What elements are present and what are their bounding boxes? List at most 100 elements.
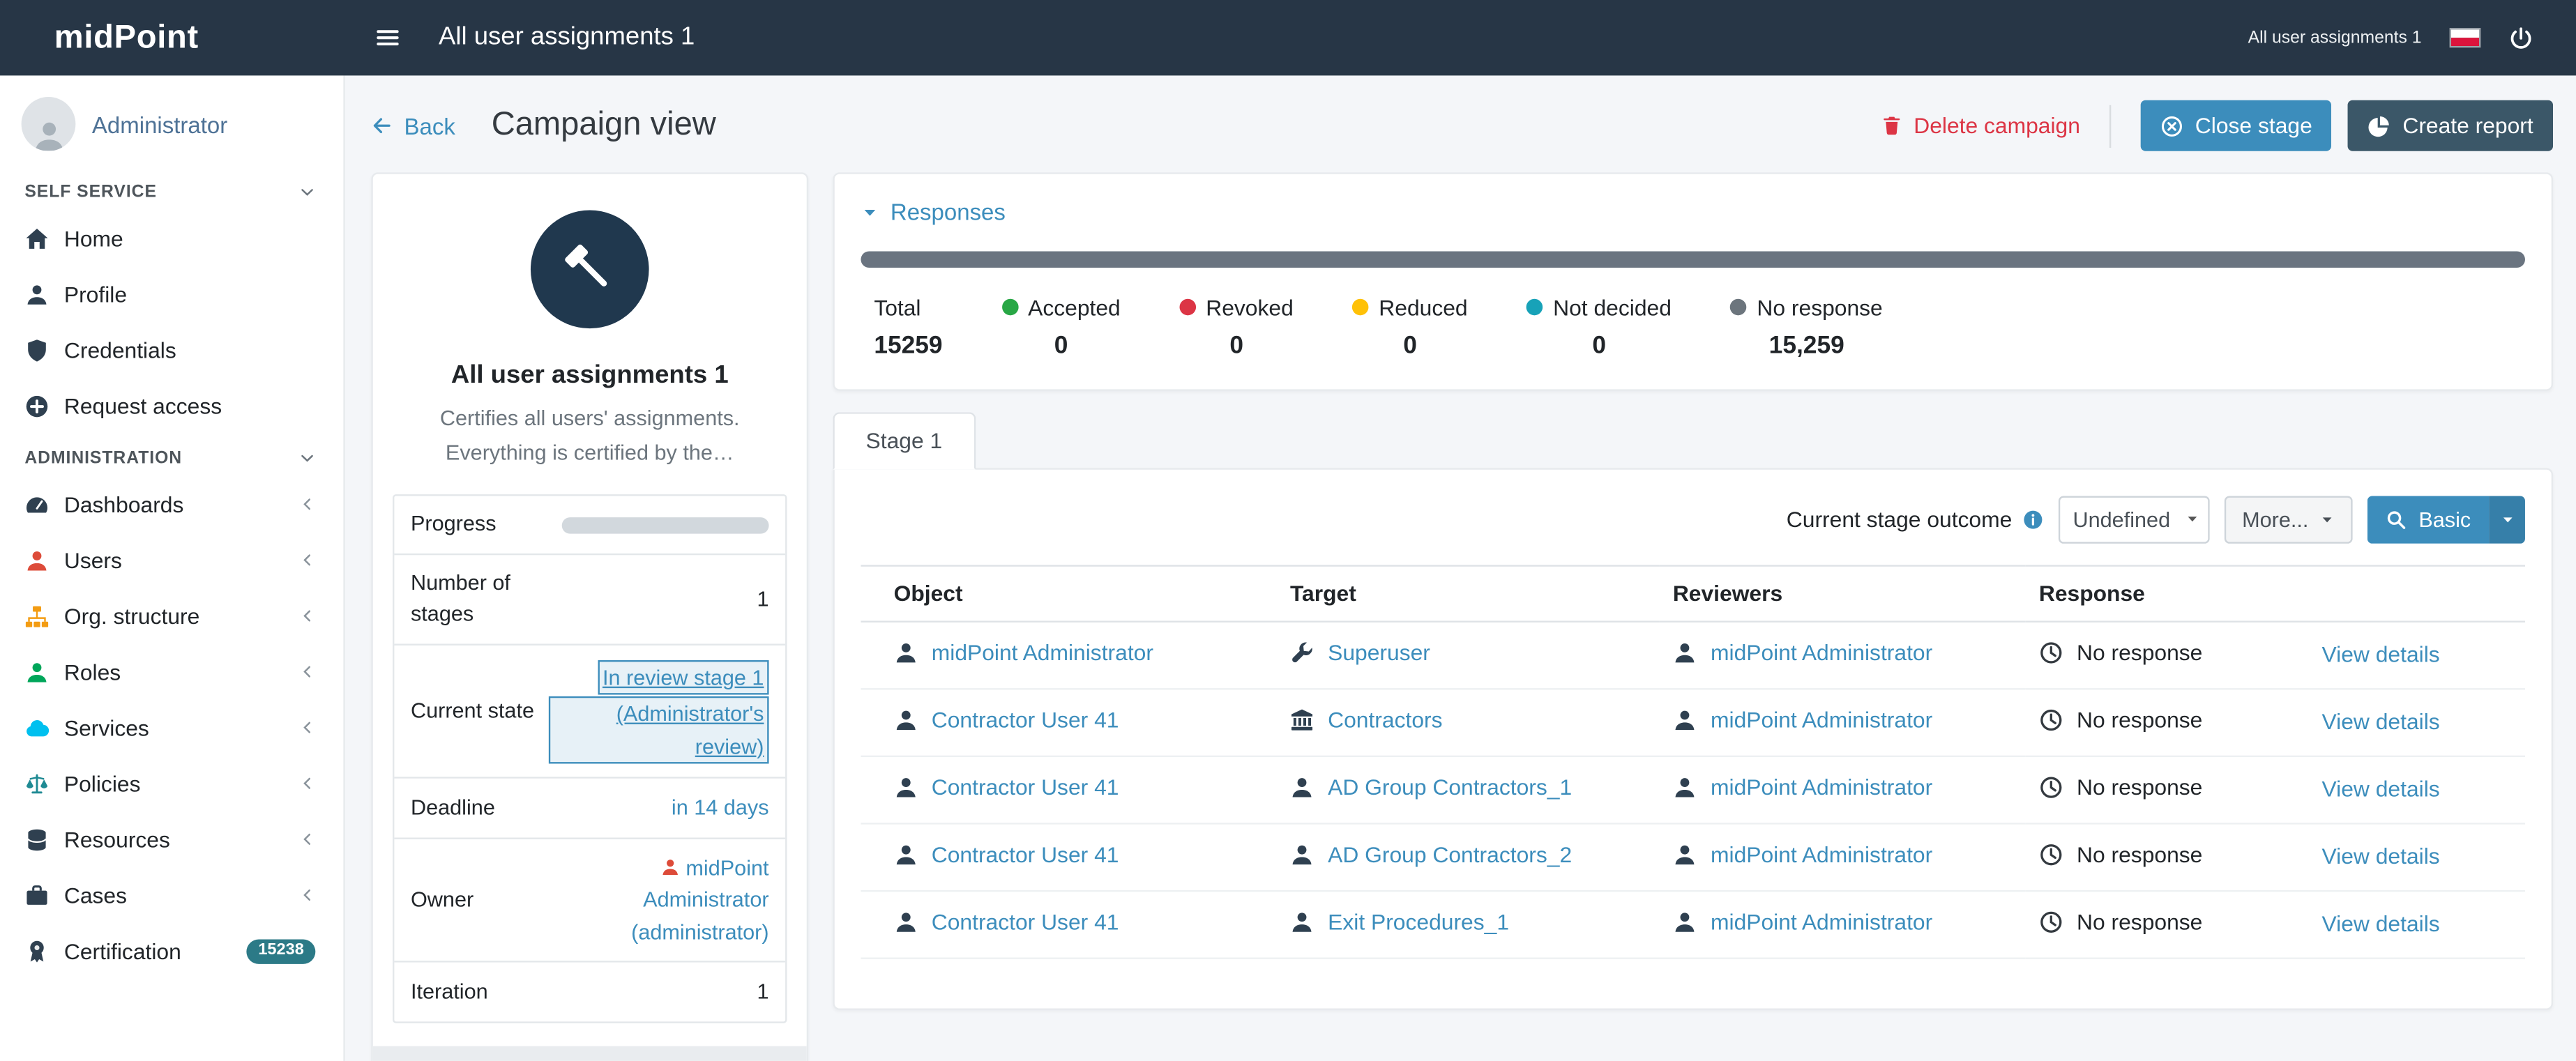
reviewer-link[interactable]: midPoint Administrator [1711,774,1933,800]
stat-value: 15,259 [1768,330,1844,359]
hamburger-menu-button[interactable] [345,24,424,51]
response-text: No response [2077,774,2203,800]
sidebar-item-request-access[interactable]: Request access [0,378,343,434]
sidebar-item-org-structure[interactable]: Org. structure [0,588,343,643]
create-report-label: Create report [2402,113,2533,138]
info-icon[interactable] [2022,508,2043,530]
target-link[interactable]: AD Group Contractors_1 [1328,774,1573,800]
clock-icon [2039,640,2063,664]
logout-button[interactable] [2508,26,2533,50]
sidebar-item-policies[interactable]: Policies [0,756,343,811]
avatar-user-icon [31,119,67,151]
chart-pie-icon [2368,114,2391,137]
object-link[interactable]: Contractor User 41 [931,908,1119,934]
clock-icon [2039,774,2063,799]
header-actions: Delete campaign Close stage Create repor… [1881,100,2554,151]
current-state-link[interactable]: In review stage 1 [597,659,769,696]
flag-red-stripe [2450,38,2480,46]
target-link[interactable]: Contractors [1328,707,1443,732]
tab-stage-1[interactable]: Stage 1 [833,411,976,469]
target-link[interactable]: Superuser [1328,639,1430,664]
detail-label: Deadline [410,794,495,819]
basic-search-button[interactable]: Basic [2367,495,2490,543]
sidebar-item-roles[interactable]: Roles [0,644,343,700]
response-text: No response [2077,707,2203,732]
target-link[interactable]: AD Group Contractors_2 [1328,841,1573,867]
view-details-link[interactable]: View details [2321,777,2440,802]
search-split-button: Basic [2367,495,2525,543]
view-details-link[interactable]: View details [2321,709,2440,735]
reviewer-link[interactable]: midPoint Administrator [1711,707,1933,732]
current-state-link[interactable]: (Administrator's review) [548,696,769,765]
avatar [21,96,76,151]
sidebar-item-certification[interactable]: Certification 15238 [0,923,343,979]
table-row: Contractor User 41 Contractors midPoint Ad… [861,688,2525,756]
object-link[interactable]: midPoint Administrator [931,639,1153,664]
sidebar-item-label: Home [63,225,123,251]
responses-title: Responses [890,199,1006,225]
page-header: Back Campaign view Delete campaign Close… [345,75,2576,172]
responses-collapse-toggle[interactable]: Responses [861,199,1006,225]
sidebar-item-credentials[interactable]: Credentials [0,322,343,378]
view-details-link[interactable]: View details [2321,642,2440,667]
power-icon [2508,26,2533,50]
bank-icon [1290,707,1314,731]
midpoint-logo[interactable]: midPoint [0,19,345,56]
chevron-left-icon [299,775,316,792]
sidebar: Administrator SELF SERVICE Home Profile Cre… [0,75,345,1061]
outcome-select[interactable]: Undefined [2058,495,2210,543]
user-icon [894,707,918,731]
detail-value-cell: in 14 days [549,792,769,824]
delete-campaign-button[interactable]: Delete campaign [1881,114,2080,138]
detail-value-cell: 1 [549,583,769,616]
sidebar-section-administration[interactable]: ADMINISTRATION [0,434,343,476]
reviewer-link[interactable]: midPoint Administrator [1711,841,1933,867]
sidebar-item-home[interactable]: Home [0,211,343,266]
sidebar-item-resources[interactable]: Resources [0,811,343,867]
back-label: Back [404,112,455,139]
chevron-down-icon [299,184,316,201]
response-text: No response [2077,841,2203,867]
object-link[interactable]: Contractor User 41 [931,774,1119,800]
view-details-link[interactable]: View details [2321,911,2440,936]
user-icon [894,774,918,799]
table-row: midPoint Administrator Superuser midPoint … [861,620,2525,689]
reviewer-link[interactable]: midPoint Administrator [1711,908,1933,934]
sidebar-item-dashboards[interactable]: Dashboards [0,476,343,532]
user-icon [1673,909,1697,933]
more-button[interactable]: More... [2224,495,2354,543]
sidebar-section-self-service[interactable]: SELF SERVICE [0,167,343,210]
search-dropdown-toggle[interactable] [2489,495,2525,543]
detail-label: Current state [410,697,535,722]
owner-link[interactable]: midPoint Administrator (administrator) [631,855,769,945]
language-flag[interactable] [2449,28,2481,48]
view-details-link[interactable]: View details [2321,844,2440,869]
detail-link[interactable]: in 14 days [671,795,769,820]
target-link[interactable]: Exit Procedures_1 [1328,908,1510,934]
close-stage-button[interactable]: Close stage [2141,100,2333,151]
home-icon [24,226,49,250]
close-stage-label: Close stage [2195,113,2312,138]
campaign-menu-responses[interactable]: Responses [372,1047,807,1061]
detail-value: 1 [757,979,769,1005]
user-name[interactable]: Administrator [91,111,228,137]
reviewer-link[interactable]: midPoint Administrator [1711,639,1933,664]
sidebar-item-cases[interactable]: Cases [0,867,343,923]
sidebar-item-users[interactable]: Users [0,532,343,588]
section-label: SELF SERVICE [24,182,157,202]
create-report-button[interactable]: Create report [2348,100,2554,151]
user-panel[interactable]: Administrator [0,75,343,167]
more-label: More... [2242,506,2309,532]
object-link[interactable]: Contractor User 41 [931,707,1119,732]
back-button[interactable]: Back [371,112,455,139]
object-link[interactable]: Contractor User 41 [931,841,1119,867]
stat-revoked: Revoked 0 [1179,295,1294,359]
sidebar-item-services[interactable]: Services [0,700,343,756]
user-icon [24,548,49,572]
table-row: Contractor User 41 Exit Procedures_1 midPo… [861,890,2525,959]
sidebar-item-profile[interactable]: Profile [0,266,343,322]
stat-value: 0 [1592,330,1607,359]
column-header-response: Response [2026,564,2309,622]
detail-value-cell: midPoint Administrator (administrator) [549,852,769,948]
role-icon [1290,841,1314,866]
